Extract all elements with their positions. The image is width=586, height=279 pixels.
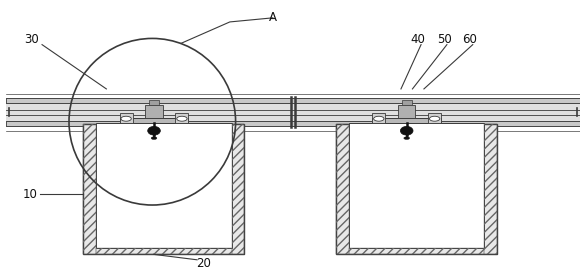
- Text: 30: 30: [25, 33, 39, 46]
- Bar: [83, 124, 244, 254]
- Bar: [120, 113, 132, 123]
- Text: 20: 20: [196, 258, 212, 270]
- Text: 50: 50: [437, 33, 451, 46]
- Bar: [145, 105, 163, 118]
- Bar: [6, 98, 580, 103]
- Bar: [336, 124, 497, 254]
- Text: 10: 10: [22, 188, 38, 201]
- Bar: [484, 124, 497, 254]
- Bar: [96, 123, 231, 248]
- Text: A: A: [269, 11, 277, 24]
- Bar: [231, 124, 244, 254]
- Bar: [428, 113, 441, 123]
- Bar: [372, 113, 386, 123]
- Text: 60: 60: [462, 33, 478, 46]
- Bar: [349, 123, 484, 248]
- Bar: [120, 118, 189, 123]
- Circle shape: [404, 137, 410, 140]
- Circle shape: [430, 116, 440, 121]
- Circle shape: [374, 116, 384, 121]
- Text: 40: 40: [411, 33, 425, 46]
- Circle shape: [121, 116, 131, 121]
- Bar: [372, 118, 441, 123]
- Circle shape: [177, 116, 187, 121]
- Bar: [6, 98, 580, 126]
- Bar: [83, 124, 96, 254]
- Bar: [149, 100, 159, 105]
- Bar: [398, 105, 415, 118]
- Ellipse shape: [400, 126, 413, 135]
- Circle shape: [151, 137, 157, 140]
- Ellipse shape: [148, 126, 161, 135]
- Bar: [96, 248, 231, 254]
- Bar: [175, 113, 189, 123]
- Bar: [6, 121, 580, 126]
- Bar: [401, 100, 412, 105]
- Bar: [349, 248, 484, 254]
- Bar: [336, 124, 349, 254]
